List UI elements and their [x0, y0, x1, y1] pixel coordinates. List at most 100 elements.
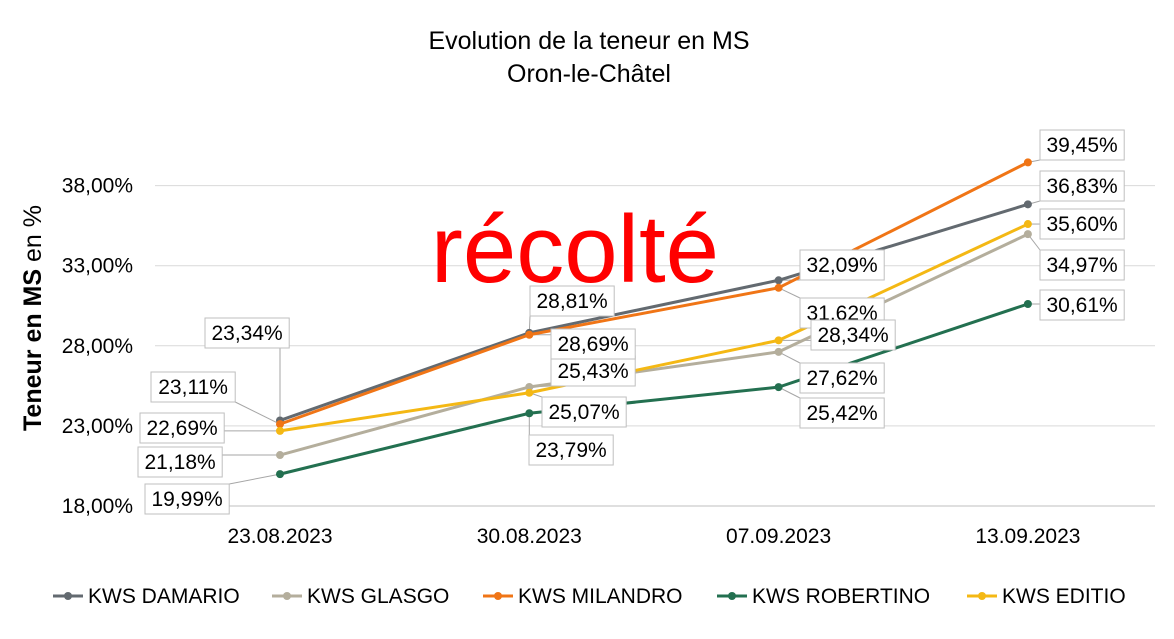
legend-item: KWS EDITIO [967, 585, 1126, 608]
data-point [774, 336, 783, 345]
data-label-box [1039, 249, 1125, 281]
legend-label: KWS MILANDRO [518, 585, 683, 608]
legend-label: KWS ROBERTINO [752, 585, 930, 608]
x-tick-label: 07.09.2023 [726, 525, 831, 548]
data-label-box [799, 249, 885, 281]
series-line [278, 232, 1030, 457]
data-label-box [150, 371, 236, 403]
chart-subtitle: Oron-le-Châtel [507, 60, 671, 88]
data-label-box [139, 412, 225, 444]
recolte-annotation: récolté [431, 196, 719, 303]
series-lines [276, 158, 1032, 479]
data-label-box [799, 397, 885, 429]
label-leader-line [234, 401, 281, 425]
chart-title: Evolution de la teneur en MS [428, 27, 749, 55]
y-tick-label: 18,00% [62, 495, 133, 518]
data-label: 22,69% [146, 417, 217, 440]
x-axis-ticks: 23.08.2023 30.08.2023 07.09.2023 13.09.2023 [227, 525, 1080, 548]
data-label: 21,18% [144, 451, 215, 474]
data-point [276, 470, 284, 479]
y-axis-label-bold: Teneur en MS [19, 269, 47, 431]
data-label: 28,69% [557, 333, 628, 356]
y-axis-label-rest: en % [19, 205, 47, 269]
legend-swatch-marker [494, 592, 502, 600]
legend-swatch-marker [64, 592, 72, 600]
x-tick-label: 30.08.2023 [477, 525, 582, 548]
series-kws-glasgo [276, 230, 1032, 460]
data-label-box [541, 396, 627, 428]
legend-label: KWS DAMARIO [88, 585, 240, 608]
data-point [276, 426, 284, 435]
data-label: 25,43% [557, 360, 628, 383]
legend-item: KWS ROBERTINO [717, 585, 930, 608]
label-leader-line [778, 386, 801, 399]
data-label-box [1039, 129, 1125, 161]
data-label-box [550, 328, 636, 360]
label-leader-line [778, 351, 801, 364]
data-point [774, 347, 783, 356]
series-line [278, 202, 1030, 422]
y-tick-label: 33,00% [62, 255, 133, 278]
data-point [1023, 158, 1032, 167]
data-label: 19,99% [151, 488, 222, 511]
series-kws-editio [276, 220, 1032, 435]
data-point [525, 382, 534, 391]
series-kws-milandro [276, 158, 1032, 429]
legend-swatch-marker [728, 592, 736, 600]
data-label: 32,09% [806, 254, 877, 277]
y-tick-label: 23,00% [62, 415, 133, 438]
data-label: 36,83% [1046, 175, 1117, 198]
data-point [774, 276, 783, 285]
y-tick-label: 28,00% [62, 335, 133, 358]
data-point [1023, 220, 1032, 229]
legend-swatch-marker [978, 592, 986, 600]
legend-item: KWS GLASGO [272, 585, 449, 608]
y-axis-ticks: 18,00% 23,00% 28,00% 33,00% 38,00% [62, 175, 133, 518]
data-label: 39,45% [1046, 134, 1117, 157]
data-point [1023, 230, 1032, 239]
data-point [525, 409, 534, 418]
data-label-box [144, 483, 230, 515]
data-labels: 23,34% 28,81% 32,09% 36,83% 21,18% 25,43% 27,6… [137, 129, 1125, 515]
data-label-box [529, 285, 615, 317]
data-label: 31,62% [806, 302, 877, 325]
series-line [278, 222, 1030, 433]
data-label: 23,34% [211, 322, 282, 345]
series-line [278, 302, 1030, 476]
data-label-box [799, 362, 885, 394]
data-point [276, 420, 284, 429]
data-point [1023, 299, 1032, 308]
data-label: 34,97% [1046, 254, 1117, 277]
y-tick-label: 38,00% [62, 175, 133, 198]
legend-item: KWS DAMARIO [53, 585, 240, 608]
data-label: 25,07% [548, 401, 619, 424]
data-point [774, 283, 783, 292]
data-label: 23,11% [158, 376, 228, 399]
data-label: 28,34% [817, 324, 888, 347]
data-label-box [810, 319, 896, 351]
x-tick-label: 23.08.2023 [227, 525, 332, 548]
x-tick-label: 13.09.2023 [975, 525, 1080, 548]
data-label-box [137, 446, 223, 478]
data-label-box [528, 434, 614, 466]
legend-label: KWS EDITIO [1002, 585, 1126, 608]
data-point [276, 451, 284, 460]
legend-swatch-marker [283, 592, 291, 600]
series-line [278, 160, 1030, 426]
legend: KWS DAMARIO KWS GLASGO KWS MILANDRO KWS ROB… [53, 585, 1126, 608]
series-kws-robertino [276, 299, 1032, 479]
legend-item: KWS MILANDRO [483, 585, 683, 608]
data-label: 23,79% [535, 439, 606, 462]
data-point [1023, 200, 1032, 209]
data-label-box [550, 355, 636, 387]
data-label-box [204, 317, 290, 349]
data-label: 25,42% [806, 402, 877, 425]
data-label: 28,81% [536, 290, 607, 313]
data-point [525, 330, 534, 339]
y-axis-label: Teneur en MS en % [19, 205, 47, 431]
data-label: 30,61% [1046, 294, 1117, 317]
label-leader-line [229, 473, 281, 485]
data-label-box [1039, 208, 1125, 240]
